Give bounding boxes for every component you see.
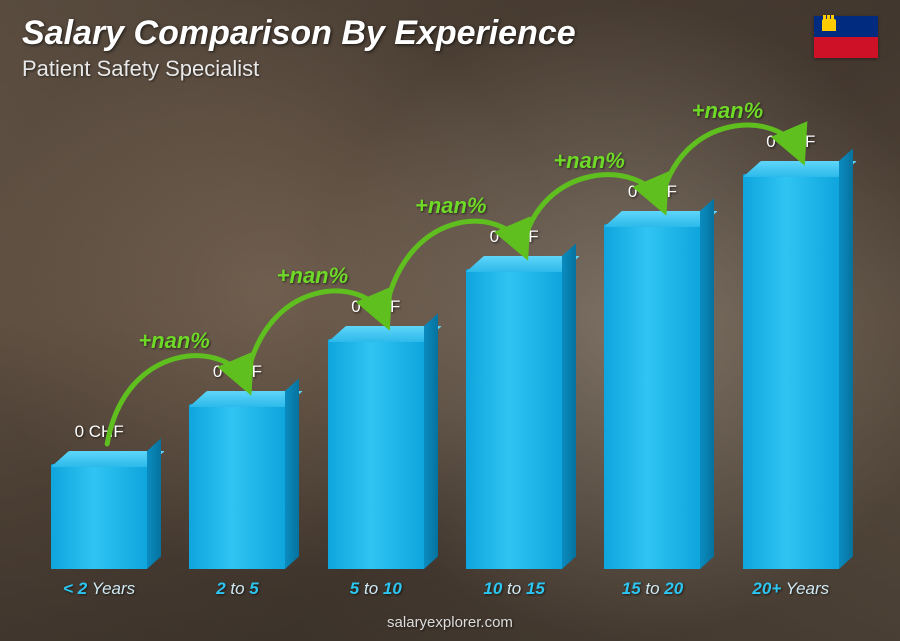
bar-wrap: 0 CHF — [454, 269, 574, 569]
x-axis-labels: < 2 Years 2 to 5 5 to 10 10 to 15 15 to 20 20… — [30, 579, 860, 599]
bar: 0 CHF — [604, 224, 700, 569]
bar-value-label: 0 CHF — [75, 422, 124, 442]
chart-title: Salary Comparison By Experience — [22, 14, 576, 53]
chart-area: 0 CHF 0 CHF 0 CHF 0 CHF 0 CHF 0 CHF < 2 Years… — [30, 99, 860, 599]
x-axis-label: 15 to 20 — [592, 579, 712, 599]
flag-crown-icon — [822, 19, 836, 31]
x-axis-label: 5 to 10 — [316, 579, 436, 599]
bar: 0 CHF — [51, 464, 147, 569]
x-axis-label: 2 to 5 — [177, 579, 297, 599]
pct-change-label: +nan% — [415, 193, 487, 219]
bar-side-face — [285, 378, 299, 569]
x-axis-label: < 2 Years — [39, 579, 159, 599]
bar-side-face — [562, 243, 576, 569]
bar-value-label: 0 CHF — [351, 297, 400, 317]
flag-icon — [814, 16, 878, 58]
bar-value-label: 0 CHF — [213, 362, 262, 382]
bar: 0 CHF — [328, 339, 424, 569]
bar-wrap: 0 CHF — [39, 464, 159, 569]
bar: 0 CHF — [189, 404, 285, 569]
bar-side-face — [424, 313, 438, 569]
bar-side-face — [147, 438, 161, 569]
bar-wrap: 0 CHF — [592, 224, 712, 569]
bar: 0 CHF — [743, 174, 839, 569]
bar-wrap: 0 CHF — [316, 339, 436, 569]
footer-site: salaryexplorer.com — [0, 614, 900, 631]
bar-value-label: 0 CHF — [766, 132, 815, 152]
flag-bottom-stripe — [814, 37, 878, 58]
bar-wrap: 0 CHF — [731, 174, 851, 569]
x-axis-label: 20+ Years — [731, 579, 851, 599]
infographic-container: Salary Comparison By Experience Patient … — [0, 0, 900, 641]
bar-side-face — [700, 198, 714, 569]
bar-value-label: 0 CHF — [490, 227, 539, 247]
chart-subtitle: Patient Safety Specialist — [22, 56, 259, 82]
pct-change-label: +nan% — [553, 148, 625, 174]
flag-top-stripe — [814, 16, 878, 37]
x-axis-label: 10 to 15 — [454, 579, 574, 599]
bar-side-face — [839, 148, 853, 569]
pct-change-label: +nan% — [138, 328, 210, 354]
bar-wrap: 0 CHF — [177, 404, 297, 569]
bar: 0 CHF — [466, 269, 562, 569]
pct-change-label: +nan% — [277, 263, 349, 289]
bar-value-label: 0 CHF — [628, 182, 677, 202]
pct-change-label: +nan% — [692, 98, 764, 124]
